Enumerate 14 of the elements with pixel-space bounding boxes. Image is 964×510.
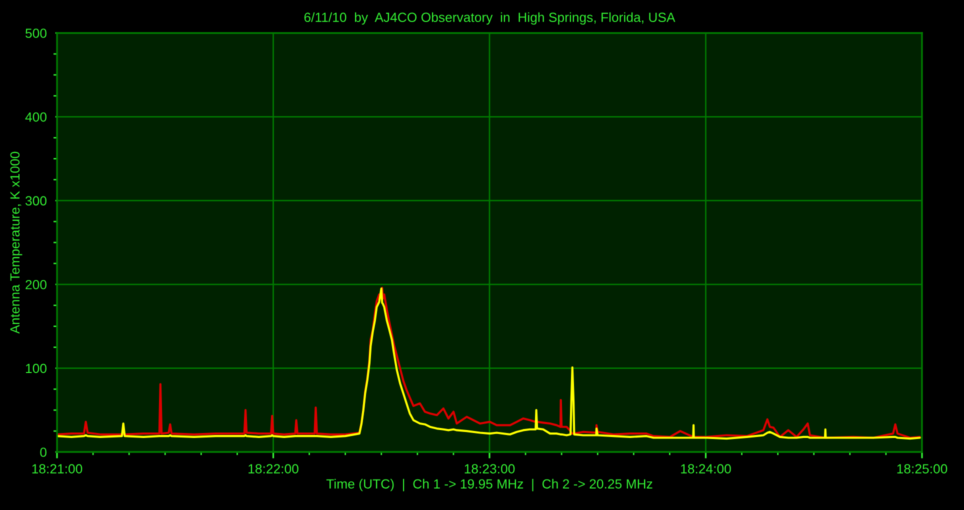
y-tick-label: 400	[25, 112, 46, 122]
y-tick-label: 100	[26, 364, 46, 374]
x-tick-label: 18:22:00	[248, 464, 298, 474]
y-tick-label: 500	[26, 28, 46, 38]
y-axis-title: Antenna Temperature, K x1000	[10, 152, 22, 334]
x-axis-title: Time (UTC) | Ch 1 -> 19.95 MHz | Ch 2 -> 20.25 MHz	[326, 478, 652, 492]
chart-title: 6/11/10 by AJ4CO Observatory in High Springs, Florida, USA	[304, 12, 676, 25]
x-tick-label: 18:24:00	[681, 464, 731, 474]
x-tick-label: 18:25:00	[897, 464, 948, 474]
y-tick-label: 0	[40, 448, 46, 457]
y-tick-label: 200	[26, 280, 46, 290]
x-tick-label: 18:21:00	[32, 464, 82, 474]
x-tick-label: 18:23:00	[464, 464, 515, 474]
y-tick-label: 300	[25, 196, 46, 206]
